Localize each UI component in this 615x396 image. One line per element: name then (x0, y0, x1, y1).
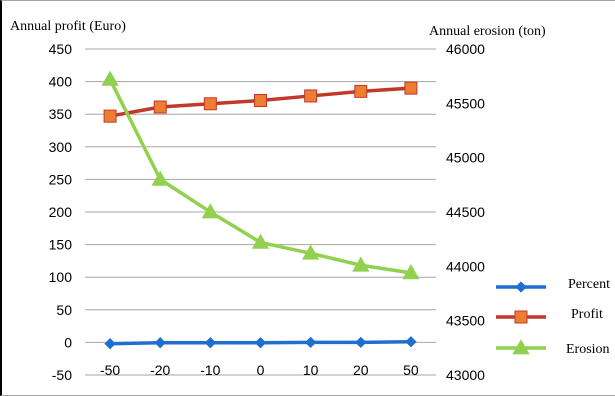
profit-point (153, 100, 167, 114)
x-tick-label: 10 (303, 362, 319, 378)
right-tick-label: 43500 (446, 313, 485, 329)
left-tick-label: 350 (49, 106, 73, 122)
left-tick-label: 150 (49, 237, 73, 253)
right-tick-label: 45000 (446, 150, 485, 166)
percent-point (405, 336, 417, 348)
erosion-legend-marker (512, 339, 530, 355)
erosion-point (201, 203, 220, 219)
series-group (101, 70, 420, 350)
x-tick-label: 50 (403, 362, 419, 378)
x-tick-label: -20 (150, 362, 170, 378)
erosion-point (251, 233, 270, 249)
profit-point (254, 94, 267, 108)
percent-point (154, 337, 166, 349)
left-tick-label: 50 (56, 302, 72, 318)
percent-point (355, 336, 367, 349)
left-tick-label: 450 (49, 41, 73, 57)
right-tick-label: 46000 (446, 41, 485, 57)
profit-point (203, 97, 217, 111)
x-tick-label: -50 (100, 362, 120, 378)
right-tick-label: 43000 (446, 367, 485, 383)
x-tick-label: 20 (353, 362, 369, 378)
right-tick-label: 44500 (446, 204, 485, 220)
legend: Percent Profit Erosion (496, 277, 610, 357)
left-tick-label: 300 (49, 139, 73, 155)
percent-point (304, 336, 317, 349)
profit-point (103, 109, 117, 123)
tick-labels: -500501001502002503003504004504300043500… (49, 41, 486, 383)
left-axis-title: Annual profit (Euro) (10, 19, 126, 34)
left-tick-label: 250 (49, 171, 73, 187)
right-tick-label: 45500 (446, 95, 485, 111)
left-tick-label: 400 (49, 74, 73, 90)
percent-legend-marker (515, 281, 527, 293)
profit-point (354, 84, 368, 98)
erosion-point (101, 70, 119, 86)
profit-legend-marker (514, 310, 528, 324)
profit-point (404, 81, 418, 95)
percent-legend-label: Percent (568, 277, 610, 292)
percent-point (204, 337, 217, 349)
right-axis-title: Annual erosion (ton) (429, 24, 546, 39)
erosion-point (402, 264, 420, 280)
x-tick-label: 0 (257, 362, 265, 378)
x-tick-label: -10 (200, 362, 220, 378)
erosion-point (301, 244, 320, 260)
erosion-legend-label: Erosion (566, 342, 610, 357)
left-tick-label: 100 (49, 269, 73, 285)
percent-point (104, 338, 116, 350)
right-tick-label: 44000 (446, 258, 485, 274)
profit-point (304, 89, 318, 103)
left-tick-label: 0 (64, 334, 72, 350)
profit-legend-label: Profit (571, 307, 603, 322)
left-tick-label: -50 (52, 367, 72, 383)
erosion-point (352, 256, 370, 272)
left-tick-label: 200 (49, 204, 73, 220)
erosion-point (151, 170, 169, 186)
percent-point (254, 337, 267, 349)
